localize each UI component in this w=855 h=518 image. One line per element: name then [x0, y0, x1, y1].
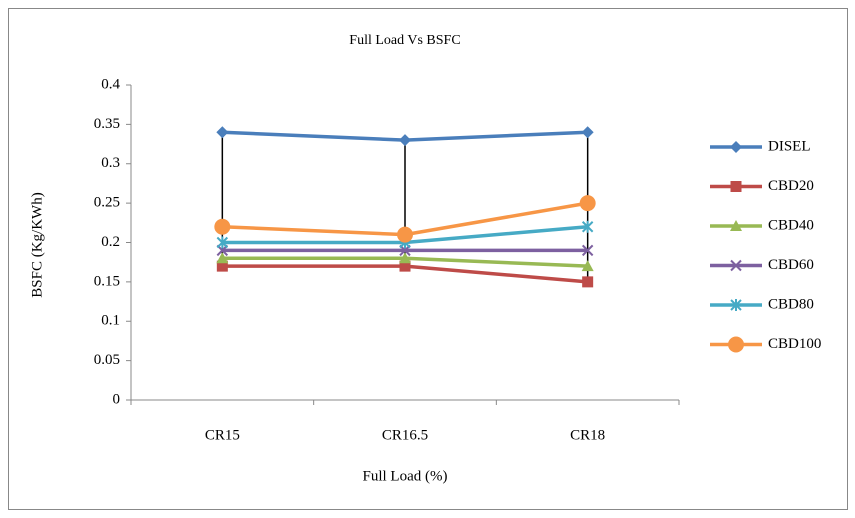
y-tick-label: 0.35	[94, 116, 120, 132]
marker	[730, 299, 742, 311]
legend-label: CBD100	[768, 336, 821, 352]
marker	[581, 244, 594, 257]
legend-label: CBD20	[768, 178, 814, 194]
marker	[216, 126, 229, 139]
marker	[582, 276, 594, 288]
y-tick-label: 0	[113, 391, 121, 407]
marker	[216, 236, 229, 249]
marker	[216, 260, 228, 272]
x-tick-label: CR15	[205, 427, 240, 443]
marker	[214, 218, 231, 235]
marker	[581, 220, 594, 233]
x-axis-label: Full Load (%)	[363, 468, 448, 484]
marker	[216, 252, 229, 264]
marker	[730, 259, 742, 272]
y-axis-label: BSFC (Kg/KWh)	[29, 192, 45, 297]
marker	[730, 141, 742, 153]
legend-label: CBD40	[768, 217, 814, 233]
y-tick-label: 0.2	[101, 234, 120, 250]
y-tick-label: 0.4	[101, 76, 120, 92]
marker	[730, 220, 742, 231]
x-tick-label: CR16.5	[382, 427, 428, 443]
marker	[399, 260, 411, 272]
chart-title: Full Load Vs BSFC	[349, 33, 460, 48]
legend-label: CBD80	[768, 296, 814, 312]
marker	[581, 126, 594, 139]
marker	[581, 260, 594, 272]
y-tick-label: 0.05	[94, 352, 120, 368]
marker	[728, 336, 744, 353]
y-tick-label: 0.15	[94, 273, 120, 289]
y-tick-label: 0.25	[94, 195, 120, 211]
legend-label: CBD60	[768, 257, 814, 273]
marker	[730, 181, 742, 192]
legend-label: DISEL	[768, 138, 811, 154]
marker	[397, 226, 413, 243]
y-tick-label: 0.3	[101, 155, 120, 171]
x-tick-label: CR18	[570, 427, 605, 443]
y-tick-label: 0.1	[101, 313, 120, 329]
marker	[399, 252, 411, 264]
marker	[579, 195, 596, 212]
marker	[399, 134, 411, 147]
